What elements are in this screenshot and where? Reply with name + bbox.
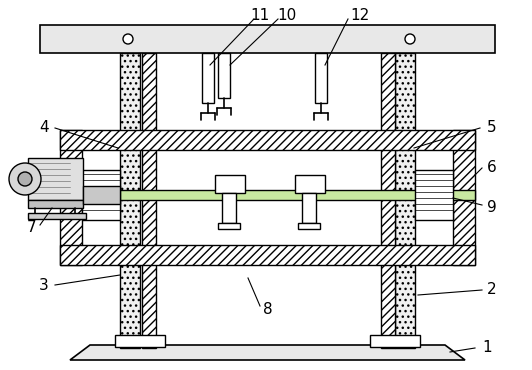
Text: 9: 9 [487, 201, 497, 215]
Bar [120, 53, 140, 348]
Bar [28, 158, 83, 200]
Bar [453, 130, 475, 265]
Bar [315, 53, 327, 103]
Circle shape [18, 172, 32, 186]
Text: 10: 10 [277, 7, 297, 23]
Text: 5: 5 [487, 121, 497, 135]
Text: 4: 4 [39, 121, 49, 135]
Bar [222, 193, 236, 223]
Bar [83, 186, 120, 204]
Bar [142, 53, 156, 348]
Bar [115, 335, 165, 347]
Text: 1: 1 [482, 340, 492, 356]
Bar [218, 223, 240, 229]
Bar [40, 25, 495, 53]
Bar [60, 245, 475, 265]
Bar [218, 53, 230, 98]
Text: 7: 7 [27, 221, 37, 235]
Text: 12: 12 [351, 7, 370, 23]
Bar [370, 335, 420, 347]
Bar [302, 193, 316, 223]
Bar [60, 130, 475, 150]
Bar [28, 213, 86, 219]
Bar [28, 200, 83, 208]
Text: 8: 8 [263, 303, 273, 317]
Bar [298, 223, 320, 229]
Bar [215, 175, 245, 193]
Text: 3: 3 [39, 278, 49, 293]
Bar [415, 170, 453, 220]
Bar [202, 53, 214, 103]
Text: 2: 2 [487, 283, 497, 297]
Bar [60, 190, 475, 200]
Bar [381, 53, 395, 348]
Circle shape [9, 163, 41, 195]
Text: 11: 11 [251, 7, 270, 23]
Bar [395, 53, 415, 348]
Polygon shape [70, 345, 465, 360]
Bar [295, 175, 325, 193]
Bar [60, 130, 82, 265]
Bar [82, 170, 120, 220]
Circle shape [405, 34, 415, 44]
Circle shape [123, 34, 133, 44]
Text: 6: 6 [487, 161, 497, 175]
